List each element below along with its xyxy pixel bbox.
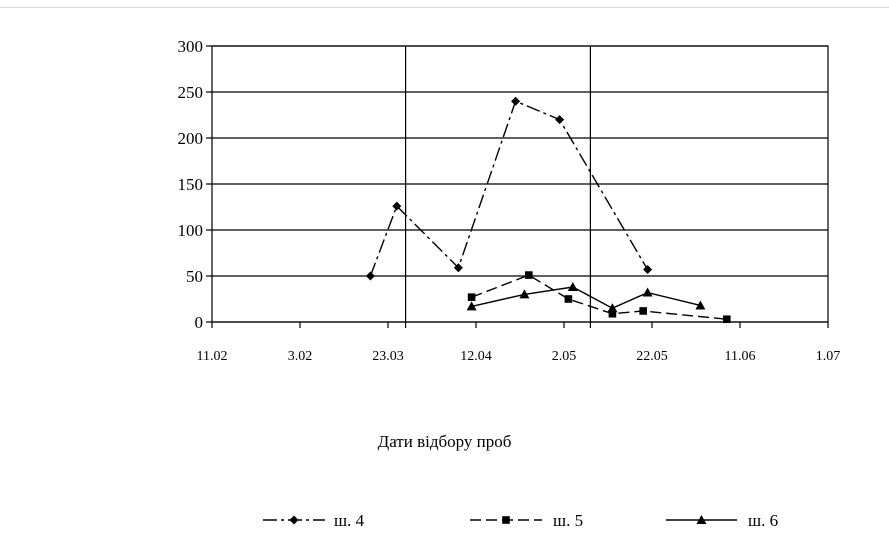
legend-item-3: ш. 6 xyxy=(666,511,778,530)
legend-marker xyxy=(502,516,510,524)
data-point-series-1 xyxy=(453,263,463,273)
data-point-series-3 xyxy=(519,289,530,299)
data-point-series-2 xyxy=(608,309,617,318)
data-point-series-1 xyxy=(511,96,521,106)
x-tick-label: 22.05 xyxy=(636,349,668,364)
data-point-series-3 xyxy=(466,301,477,311)
data-point-series-1 xyxy=(555,115,565,125)
y-tick-label: 150 xyxy=(178,175,204,194)
data-point-series-2 xyxy=(467,293,476,301)
top-rule xyxy=(0,7,889,8)
x-tick-label: 1.07 xyxy=(816,349,841,364)
x-axis-title: Дати відбору проб xyxy=(377,432,512,451)
series-layer xyxy=(365,96,731,324)
data-point-series-1 xyxy=(643,265,653,275)
y-tick-label: 0 xyxy=(195,313,204,332)
data-point-series-2 xyxy=(639,307,647,315)
y-tick-label: 250 xyxy=(178,83,204,102)
data-point-series-3 xyxy=(567,282,578,292)
legend-marker xyxy=(289,515,299,525)
data-point-series-2 xyxy=(564,295,573,303)
y-tick-label: 50 xyxy=(186,267,203,286)
grid-layer xyxy=(211,45,829,328)
x-tick-label: 3.02 xyxy=(288,349,313,364)
y-tick-label: 100 xyxy=(178,221,204,240)
data-point-series-2 xyxy=(525,271,533,279)
legend-label: ш. 4 xyxy=(334,511,365,530)
legend: ш. 4 ш. 5 ш. 6 xyxy=(263,511,778,530)
legend-marker xyxy=(696,515,707,524)
x-tick-label: 11.06 xyxy=(725,349,756,364)
data-point-series-1 xyxy=(365,271,375,281)
series-line-2 xyxy=(471,274,727,320)
x-tick-label: 11.02 xyxy=(197,349,228,364)
data-point-series-2 xyxy=(723,315,731,324)
y-tick-label: 200 xyxy=(178,129,204,148)
series-line-3 xyxy=(471,286,701,309)
x-tick-label: 23.03 xyxy=(372,349,404,364)
y-tick-label: 300 xyxy=(178,37,204,56)
axis-layer: 0 50 100 150 200 250 300 11.02 3.02 23.03 12.04 2.0… xyxy=(178,37,841,364)
data-point-series-3 xyxy=(607,303,618,313)
legend-label: ш. 5 xyxy=(553,511,583,530)
series-line-1 xyxy=(369,100,649,277)
x-tick-label: 2.05 xyxy=(552,349,577,364)
x-tick-label: 12.04 xyxy=(460,349,492,364)
data-point-series-3 xyxy=(695,300,706,310)
data-point-series-3 xyxy=(642,287,653,297)
legend-label: ш. 6 xyxy=(748,511,778,530)
legend-item-2: ш. 5 xyxy=(470,511,583,530)
legend-item-1: ш. 4 xyxy=(263,511,365,530)
data-point-series-1 xyxy=(392,201,402,211)
